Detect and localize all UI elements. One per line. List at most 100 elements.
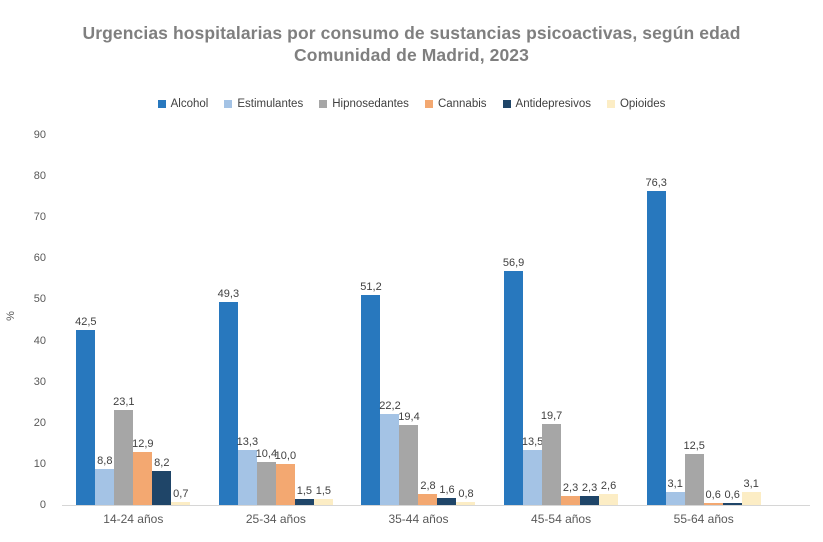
bar-value-label: 1,6 [439,484,455,497]
y-tick-label: 70 [33,211,46,224]
bar-estimulantes-45-54: 13,5 [522,436,543,505]
bar-antidepresivos-45-54: 2,3 [580,482,600,505]
legend-item-estimulantes: Estimulantes [224,98,303,110]
bar-value-label: 12,9 [132,437,154,450]
x-axis-label: 55-64 años [673,512,734,526]
bar-value-label: 2,3 [562,481,579,494]
bar-alcohol-45-54: 56,9 [503,257,524,505]
bar-opioides-45-54: 2,6 [599,480,619,505]
legend-swatch-icon [224,100,233,108]
y-tick-label: 30 [33,375,46,388]
bar-value-label: 19,4 [398,411,420,424]
bar-alcohol-25-34: 49,3 [218,288,239,505]
bar-value-label: 1,5 [296,484,313,497]
x-axis-label: 25-34 años [245,512,306,526]
bar-value-label: 13,3 [236,436,259,449]
bar-value-label: 76,3 [645,177,667,190]
y-tick-label: 90 [33,129,46,141]
bar-value-label: 8,8 [97,454,113,467]
legend-label: Alcohol [170,98,209,110]
bar-opioides-55-64: 3,1 [741,478,761,505]
y-axis-title: % [4,311,17,321]
bar-value-label: 2,8 [420,479,436,492]
bar-cannabis-55-64: 0,6 [703,489,723,505]
legend-label: Opioides [619,98,666,110]
bar-value-label: 3,1 [743,478,759,491]
legend-swatch-icon [424,100,433,108]
bar-hipnosedantes-35-44: 19,4 [398,411,420,505]
bar-hipnosedantes-45-54: 19,7 [541,410,562,505]
bar-hipnosedantes-25-34: 10,4 [256,448,277,505]
bar-value-label: 12,5 [683,439,705,452]
y-tick-label: 50 [33,293,46,306]
bar-cannabis-14-24: 12,9 [132,438,154,505]
bar-antidepresivos-35-44: 1,6 [437,484,457,505]
y-tick-label: 60 [33,252,46,265]
legend-item-alcohol: Alcohol [157,98,209,110]
legend-label: Hipnosedantes [332,98,409,110]
bar-opioides-25-34: 1,5 [313,485,333,505]
bar-group-35-44-años: 51,2 22,2 19,4 2,8 1,6 0,8 [347,135,490,505]
chart-legend: Alcohol Estimulantes Hipnosedantes Cannabis… [0,98,823,110]
bar-group-45-54-años: 56,9 13,5 19,7 2,3 2,3 2,6 [490,135,633,505]
bar-estimulantes-55-64: 3,1 [665,478,685,505]
bar-value-label: 19,7 [540,410,563,423]
bar-hipnosedantes-14-24: 23,1 [113,396,135,505]
bar-value-label: 13,5 [521,435,544,448]
bar-value-label: 56,9 [502,257,525,270]
bar-group-55-64-años: 76,3 3,1 12,5 0,6 0,6 3,1 [632,135,775,505]
bar-antidepresivos-14-24: 8,2 [152,457,172,505]
bar-value-label: 0,8 [458,487,474,500]
bar-estimulantes-14-24: 8,8 [95,455,115,505]
plot-area: 42,5 8,8 23,1 12,9 8,2 0,7 49,3 13,3 10,4 10,0 1,5… [62,135,810,506]
legend-swatch-icon [606,100,615,108]
legend-swatch-icon [502,100,511,108]
legend-item-hipnosedantes: Hipnosedantes [319,98,409,110]
bar-alcohol-14-24: 42,5 [75,316,97,505]
x-axis-label: 45-54 años [531,512,592,526]
bar-value-label: 49,3 [217,288,240,301]
bar-alcohol-55-64: 76,3 [645,177,667,505]
legend-item-opioides: Opioides [606,98,666,110]
bar-cannabis-45-54: 2,3 [561,482,581,505]
bar-hipnosedantes-55-64: 12,5 [683,440,705,505]
bar-value-label: 2,3 [581,481,598,494]
y-tick-label: 40 [33,334,46,347]
chart-title: Urgencias hospitalarias por consumo de s… [0,22,823,66]
y-tick-label: 10 [33,457,46,470]
bar-value-label: 42,5 [75,316,97,329]
y-tick-label: 20 [33,416,46,429]
bar-value-label: 0,6 [724,488,740,501]
legend-item-antidepresivos: Antidepresivos [502,98,591,110]
bar-antidepresivos-55-64: 0,6 [722,489,742,505]
bar-antidepresivos-25-34: 1,5 [294,485,314,505]
legend-item-cannabis: Cannabis [424,98,487,110]
bar-value-label: 51,2 [360,280,382,293]
bar-value-label: 10,4 [255,448,278,461]
bar-estimulantes-35-44: 22,2 [379,400,401,505]
bar-groups: 42,5 8,8 23,1 12,9 8,2 0,7 49,3 13,3 10,4 10,0 1,5… [62,135,775,505]
chart-title-line1: Urgencias hospitalarias por consumo de s… [82,23,741,43]
bar-opioides-35-44: 0,8 [456,488,476,505]
legend-label: Cannabis [437,98,487,110]
bar-alcohol-35-44: 51,2 [360,281,382,505]
bar-opioides-14-24: 0,7 [171,488,191,505]
chart-title-line2: Comunidad de Madrid, 2023 [294,45,529,65]
legend-swatch-icon [157,100,166,108]
bar-value-label: 22,2 [379,399,401,412]
bar-value-label: 1,5 [315,484,332,497]
legend-label: Estimulantes [237,98,304,110]
legend-swatch-icon [319,100,328,108]
y-tick-label: 0 [39,499,46,511]
x-axis-labels: 14-24 años 25-34 años 35-44 años 45-54 años… [62,512,775,526]
bar-value-label: 8,2 [154,457,170,470]
bar-value-label: 3,1 [667,478,683,491]
legend-label: Antidepresivos [515,98,591,110]
y-tick-label: 80 [33,170,46,183]
bar-cannabis-35-44: 2,8 [418,480,438,505]
x-axis-label: 35-44 años [388,512,449,526]
bar-value-label: 10,0 [274,449,297,462]
bar-cannabis-25-34: 10,0 [275,450,296,505]
x-axis-label: 14-24 años [103,512,164,526]
